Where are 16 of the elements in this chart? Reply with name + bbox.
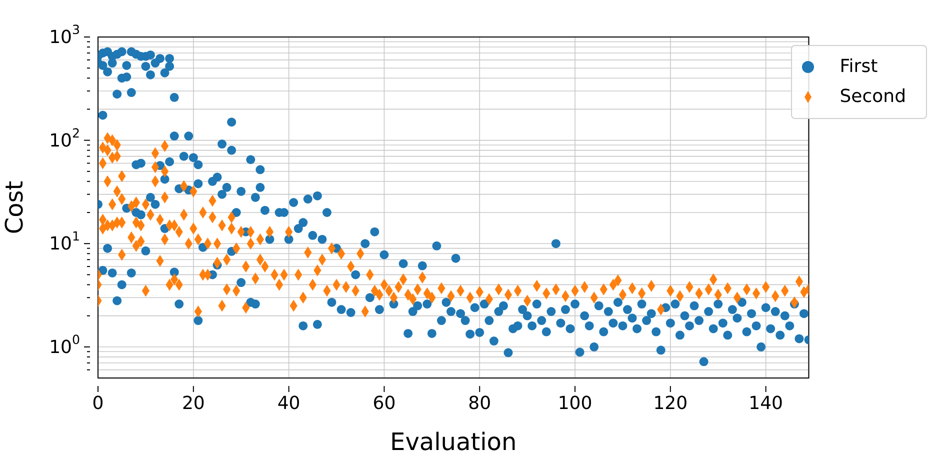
y-tick-label: 10$^{2}$ (49, 125, 80, 151)
x-tick-label: 40 (277, 392, 300, 414)
x-tick-label: 80 (468, 392, 492, 414)
y-tick-label: 10$^{3}$ (49, 22, 80, 48)
y-axis-title: Cost (0, 180, 29, 234)
x-axis-title: Evaluation (390, 428, 517, 454)
x-tick-label: 100 (558, 392, 592, 414)
x-tick-label: 120 (653, 392, 688, 414)
legend-label: Second (840, 86, 906, 107)
y-tick-label: 10$^{0}$ (49, 332, 80, 358)
x-tick-label: 20 (182, 392, 205, 414)
y-tick-label: 10$^{1}$ (49, 228, 80, 254)
x-tick-label: 60 (372, 392, 396, 414)
x-tick-label: 140 (748, 392, 783, 414)
legend-label: First (840, 56, 878, 77)
x-tick-label: 0 (92, 392, 104, 414)
